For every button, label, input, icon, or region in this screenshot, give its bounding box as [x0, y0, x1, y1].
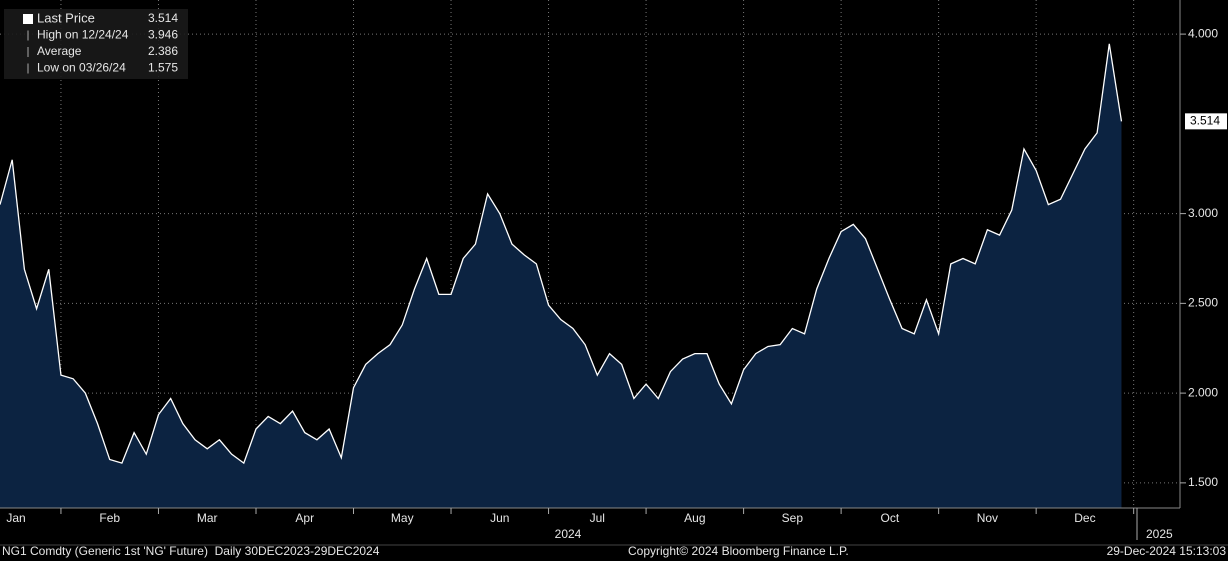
footer-left: NG1 Comdty (Generic 1st 'NG' Future) Dai… [2, 544, 380, 558]
legend-label: Last Price [37, 10, 95, 25]
x-tick-label: Aug [684, 511, 705, 525]
last-price-flag [1185, 113, 1227, 130]
y-tick-label: 2.000 [1188, 385, 1218, 399]
year-label: 2024 [555, 527, 582, 541]
x-tick-label: Mar [197, 511, 218, 525]
x-tick-label: Nov [977, 511, 998, 525]
x-tick-label: Apr [295, 511, 314, 525]
x-tick-label: Sep [782, 511, 804, 525]
plot [0, 0, 1180, 509]
y-tick-label: 2.500 [1188, 296, 1218, 310]
footer-center: Copyright© 2024 Bloomberg Finance L.P. [628, 544, 849, 558]
y-tick-label: 4.000 [1188, 26, 1218, 40]
price-line [0, 43, 1123, 465]
last-price-label: 3.514 [1190, 114, 1220, 128]
legend-label: Average [37, 44, 82, 58]
area-fill [0, 43, 1122, 509]
x-tick-label: Jul [590, 511, 605, 525]
x-tick-label: Dec [1074, 511, 1095, 525]
x-tick-label: Feb [99, 511, 120, 525]
x-tick-label: Jan [6, 511, 25, 525]
footer-right: 29-Dec-2024 15:13:03 [1107, 544, 1227, 558]
x-tick-label: Jun [490, 511, 509, 525]
year-label: 2025 [1146, 527, 1173, 541]
legend-value: 2.386 [148, 44, 178, 58]
legend-value: 3.514 [148, 11, 178, 25]
legend-swatch [23, 14, 33, 24]
legend-value: 3.946 [148, 28, 178, 42]
y-tick-label: 1.500 [1188, 475, 1218, 489]
legend-label: Low on 03/26/24 [37, 61, 126, 75]
legend-box [4, 9, 188, 79]
legend-label: High on 12/24/24 [37, 28, 129, 42]
x-tick-label: Oct [881, 511, 900, 525]
legend-value: 1.575 [148, 61, 178, 75]
y-tick-label: 3.000 [1188, 206, 1218, 220]
x-tick-label: May [391, 511, 414, 525]
